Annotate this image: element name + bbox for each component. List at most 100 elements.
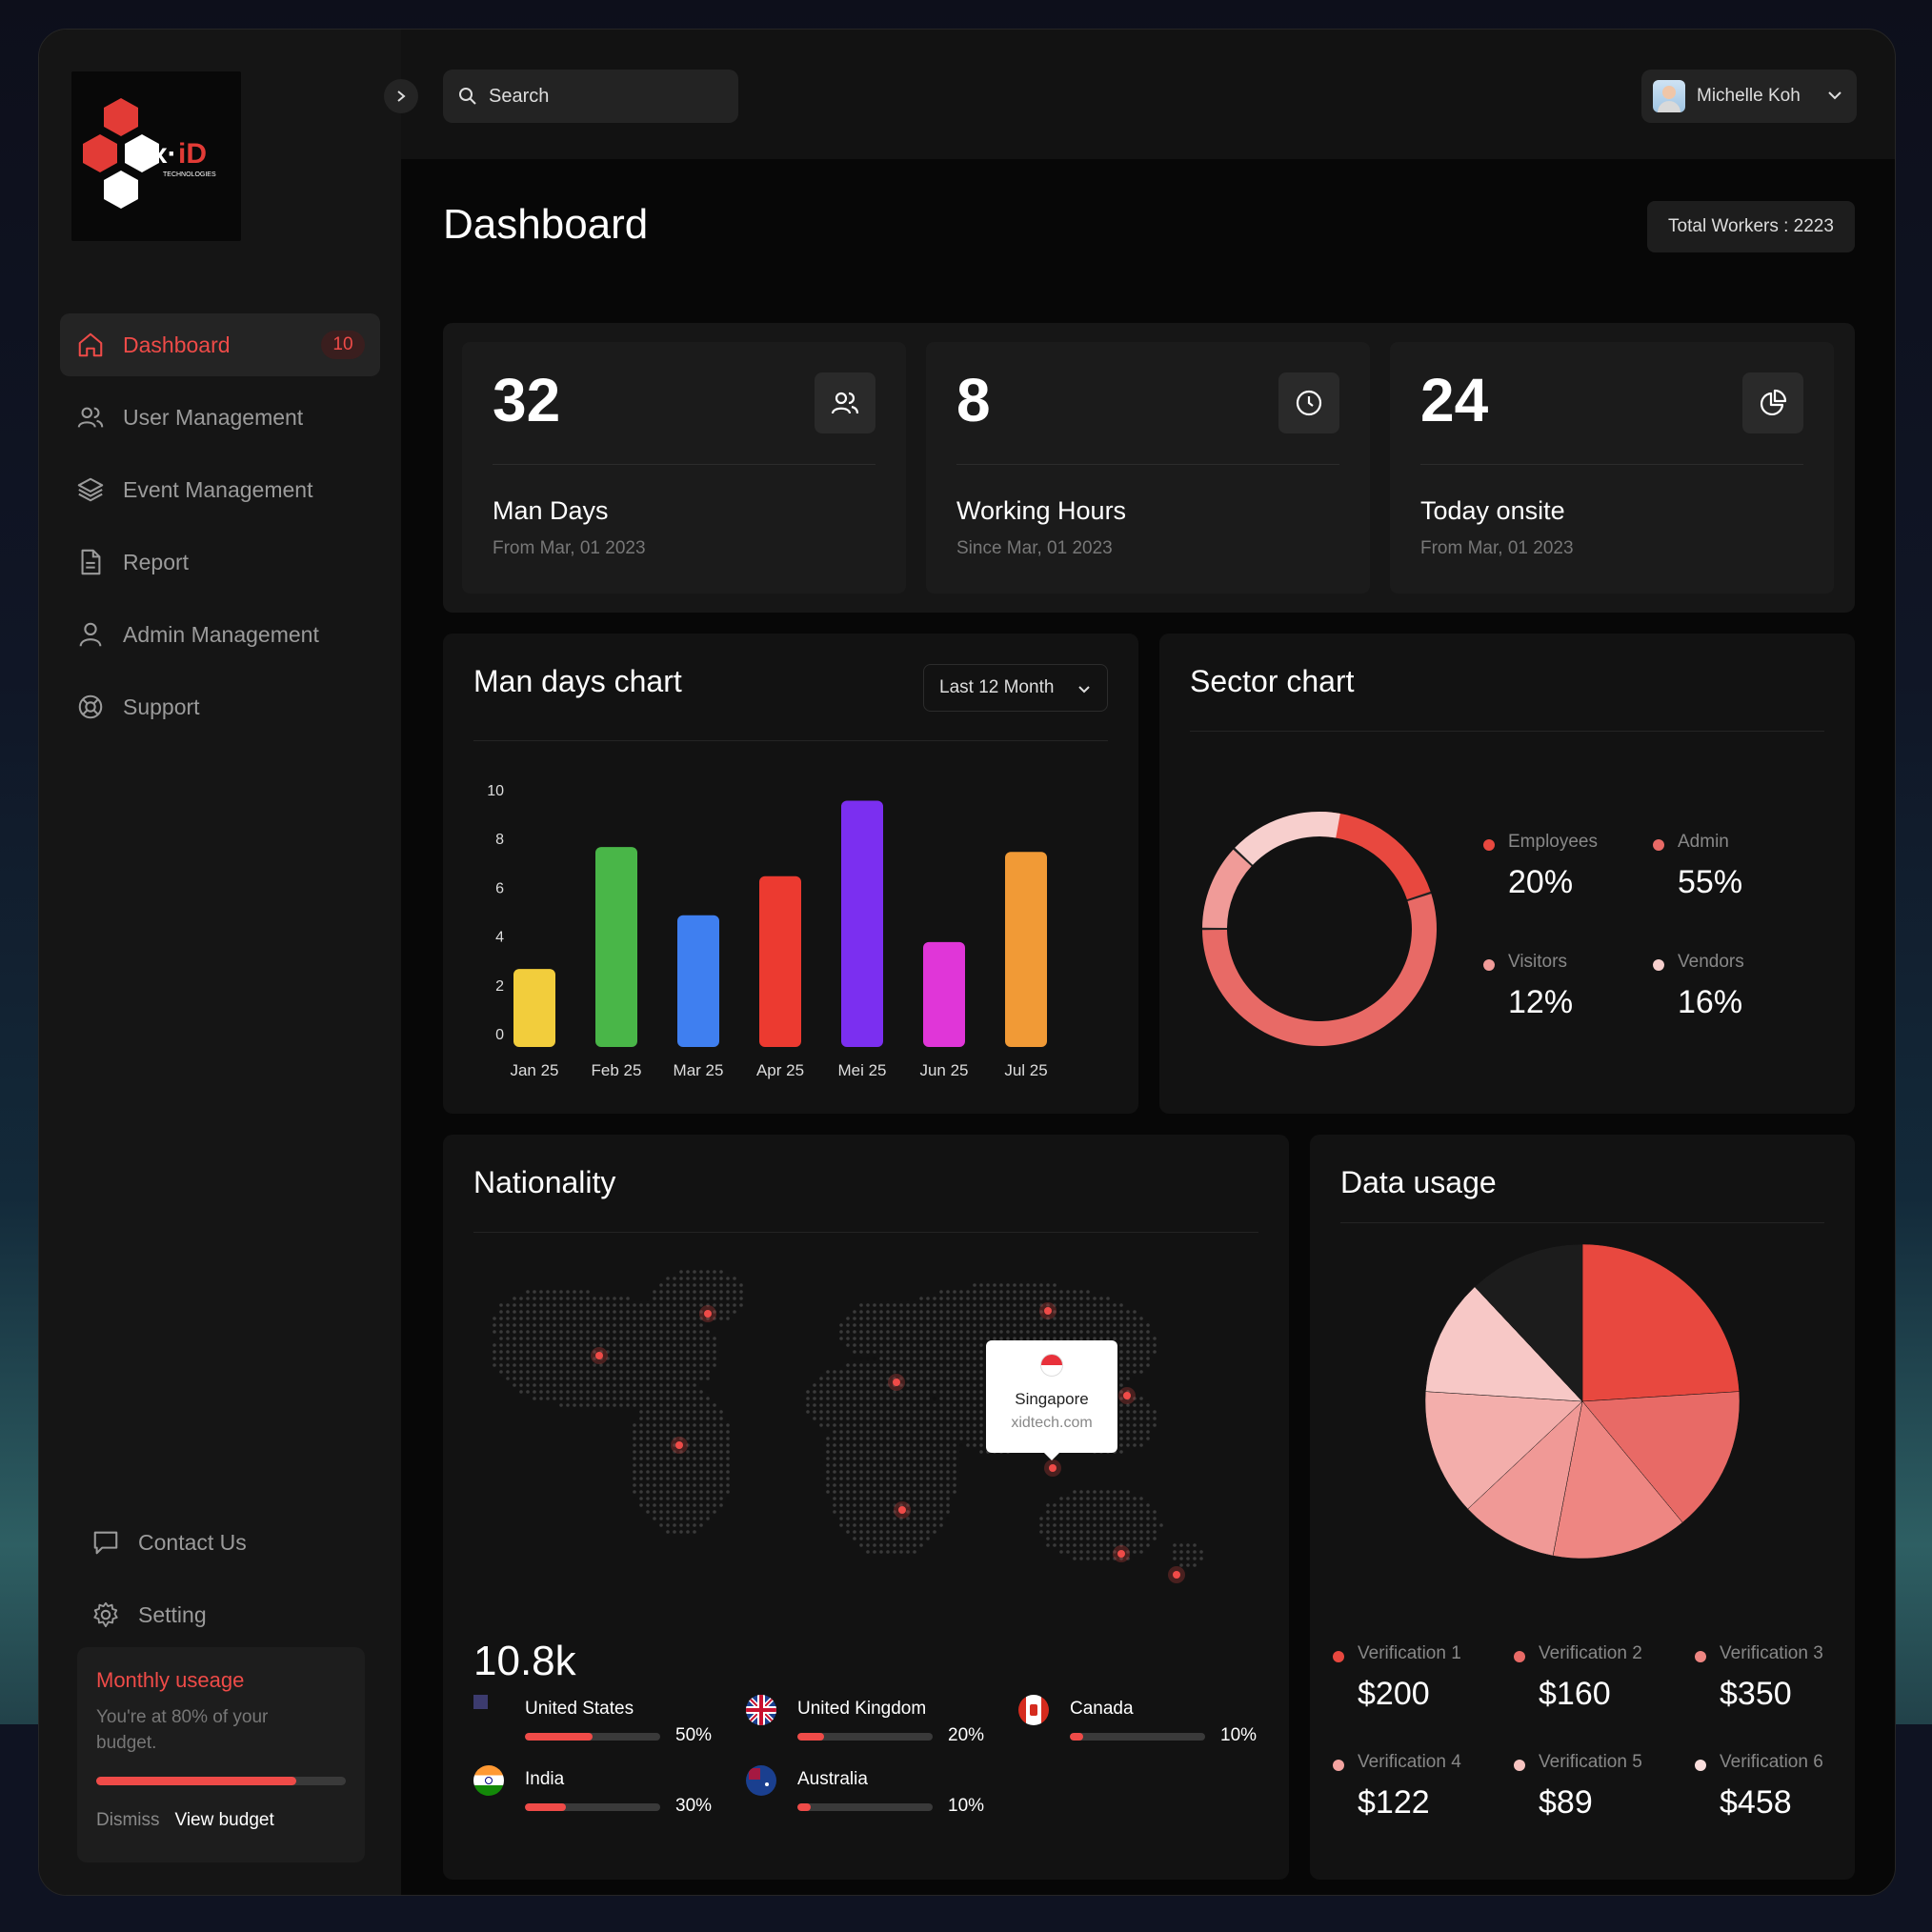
x-tick-label: Mar 25 [674,1061,724,1079]
bar-apr-25[interactable] [759,875,801,1047]
map-pin[interactable] [595,1352,603,1359]
gear-icon-wrap [91,1600,121,1630]
map-pin[interactable] [1044,1307,1052,1315]
view-budget-button[interactable]: View budget [174,1810,274,1830]
lifebuoy-icon-wrap [75,692,106,722]
bar-mei-25[interactable] [841,800,883,1047]
bar-mar-25[interactable] [677,915,719,1047]
donut-segment-employees[interactable] [1319,812,1431,900]
chevron-down-icon [1078,686,1090,694]
flag-au-icon [746,1765,776,1796]
donut-segment-vendors[interactable] [1235,812,1340,865]
x-tick-label: Jul 25 [1004,1061,1047,1079]
file-icon-wrap [75,547,106,577]
stat-value: 8 [956,366,991,434]
map-pin[interactable] [898,1506,906,1514]
map-pin[interactable] [1049,1464,1057,1472]
legend-name: Verification 4 [1358,1752,1461,1772]
map-pin[interactable] [704,1310,712,1318]
country-progress-fill [525,1803,566,1811]
country-row: United States 50% [473,1695,721,1748]
usage-title: Monthly useage [96,1668,245,1692]
stat-label: Man Days [493,496,609,525]
range-dropdown[interactable]: Last 12 Month [923,664,1108,712]
dismiss-button[interactable]: Dismiss [96,1810,160,1830]
sidebar-item-event-management[interactable]: Event Management [60,458,380,521]
legend-dot [1483,959,1495,971]
country-percent: 10% [1220,1725,1258,1745]
user-menu[interactable]: Michelle Koh [1641,70,1857,123]
country-progress-fill [797,1733,825,1741]
map-pin[interactable] [1117,1550,1125,1558]
map-pin[interactable] [675,1441,683,1449]
nationality-panel: Nationality Singapore xidtech.com 10.8k … [443,1135,1289,1880]
bar-jul-25[interactable] [1005,852,1047,1047]
donut-segment-visitors[interactable] [1202,849,1252,929]
map-pin[interactable] [1123,1392,1131,1399]
users-icon [831,392,859,414]
map-pin[interactable] [893,1379,900,1386]
sidebar-item-report[interactable]: Report [60,531,380,594]
country-name: United Kingdom [797,1699,927,1719]
pie-slice-verification-5[interactable] [1424,1391,1583,1510]
flag-in-icon [473,1765,504,1796]
y-tick-label: 8 [495,832,504,848]
pie-slice-verification-2[interactable] [1581,1391,1741,1523]
nationality-total: 10.8k [473,1638,576,1684]
sidebar-item-label: Admin Management [123,621,319,647]
pie-slice-verification-1[interactable] [1581,1243,1740,1402]
app-window: x· iD TECHNOLOGIES Dashboard 10 User Manag… [38,29,1896,1896]
sidebar-toggle-button[interactable] [384,79,418,113]
sector-panel: Sector chart Employees 20% Admin 55% Visitor… [1159,634,1855,1114]
bar-feb-25[interactable] [595,847,637,1047]
sidebar-item-contact-us[interactable]: Contact Us [75,1511,380,1574]
sector-title: Sector chart [1190,664,1355,698]
x-tick-label: Feb 25 [592,1061,642,1079]
total-workers-badge: Total Workers : 2223 [1647,201,1855,252]
flag-uk-icon [746,1695,776,1725]
logo-text: x· [151,138,177,170]
world-map [493,1270,1203,1583]
search-input[interactable]: Search [443,70,738,123]
legend-value: 20% [1508,864,1574,900]
bar-jan-25[interactable] [513,969,555,1047]
user-name: Michelle Koh [1697,86,1801,106]
stat-card: 24 Today onsite From Mar, 01 2023 [1390,342,1834,594]
legend-name: Verification 3 [1720,1643,1823,1663]
country-progress-bar [797,1803,933,1811]
pie-slice-verification-3[interactable] [1552,1400,1683,1560]
country-progress-bar [1070,1733,1205,1741]
sidebar-item-dashboard[interactable]: Dashboard 10 [60,313,380,376]
map-pin[interactable] [1173,1571,1180,1579]
pie-icon [1760,389,1787,416]
divider [493,464,875,465]
sidebar-item-label: Event Management [123,476,313,502]
user-icon-wrap [75,619,106,650]
man-days-panel: Man days chart Last 12 Month 0 2 4 6 8 10 Jan … [443,634,1138,1114]
search-icon [459,88,476,105]
stat-subtitle: From Mar, 01 2023 [1420,538,1574,558]
sidebar-item-support[interactable]: Support [60,675,380,738]
pie-slice-other[interactable] [1474,1243,1583,1402]
tooltip-country: Singapore [1015,1390,1089,1408]
pie-slice-verification-4[interactable] [1467,1400,1583,1557]
sidebar-item-label: Setting [138,1601,207,1627]
sidebar-item-label: Dashboard [123,332,231,357]
country-progress-fill [1070,1733,1084,1741]
brand-logo[interactable]: x· iD TECHNOLOGIES [71,71,241,241]
donut-segment-admin[interactable] [1202,894,1437,1046]
legend-name: Verification 5 [1539,1752,1642,1772]
sidebar-nav: Dashboard 10 User Management Event Manageme… [60,313,380,748]
data-usage-title: Data usage [1340,1165,1497,1199]
y-tick-label: 4 [495,930,504,946]
bar-jun-25[interactable] [923,941,965,1047]
flag-ca-icon [1018,1695,1049,1725]
sidebar-item-admin-management[interactable]: Admin Management [60,603,380,666]
stat-subtitle: From Mar, 01 2023 [493,538,646,558]
man-days-bar-chart: 0 2 4 6 8 10 Jan 25 Feb 25 Mar 25 Apr 25 Mei 25 Jun… [487,783,1047,1079]
sidebar-item-user-management[interactable]: User Management [60,386,380,449]
pie-slice-verification-6[interactable] [1425,1286,1583,1402]
sidebar-item-label: User Management [123,404,304,430]
sidebar-item-setting[interactable]: Setting [75,1583,380,1646]
chevron-down-icon [1828,91,1841,100]
